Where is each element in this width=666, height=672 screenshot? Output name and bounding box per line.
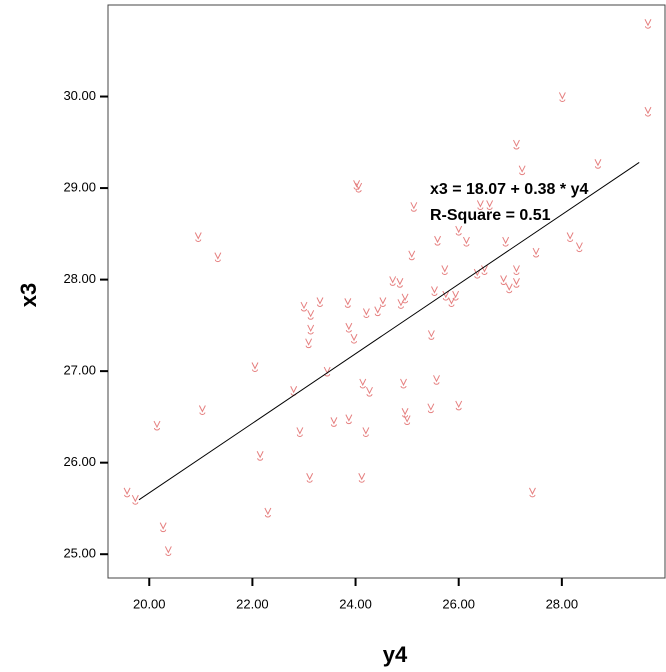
y-tick-label: 26.00 [63,454,96,469]
point [566,232,574,242]
point [529,487,536,498]
point [410,202,418,212]
point [403,415,411,426]
point [397,299,405,309]
r-square: R-Square = 0.51 [430,207,551,224]
point [433,375,440,385]
x-tick-label: 26.00 [442,596,475,611]
point [131,494,139,505]
point [532,247,540,258]
point [441,265,449,275]
point [455,225,463,236]
point [513,139,520,150]
point [330,417,338,427]
x-axis-label: y4 [383,642,408,667]
x-tick-label: 20.00 [133,596,166,611]
point [427,403,435,414]
point [355,182,363,193]
point [452,290,460,301]
point [427,330,435,340]
x-tick-label: 22.00 [236,596,269,611]
point [462,236,470,247]
point [359,378,367,389]
point [194,232,202,242]
point [502,236,510,247]
point [214,252,222,263]
point [164,546,172,556]
point [296,427,304,437]
point [558,92,566,102]
y-tick-label: 29.00 [63,180,96,195]
y-tick-label: 30.00 [63,88,96,103]
point [256,451,264,461]
point [518,165,526,176]
point [345,414,353,425]
point [644,18,652,29]
point [123,487,131,498]
point [345,322,353,333]
point [358,473,366,483]
point [500,275,508,286]
point [159,522,167,533]
x-tick-label: 28.00 [546,596,579,611]
plot-frame [107,4,666,579]
point [408,250,416,261]
point [389,276,397,286]
point [264,507,272,518]
y-tick-label: 25.00 [63,546,96,561]
point [307,324,315,335]
point [300,301,308,312]
point [153,420,161,431]
point [575,242,583,253]
point [455,400,463,411]
point [486,200,494,210]
point [305,338,313,349]
point [350,333,358,344]
point [481,265,488,275]
point [362,308,370,318]
point [401,293,409,304]
point [434,235,442,246]
point [513,265,520,275]
point [644,106,652,117]
point [374,306,382,317]
x-tick-label: 24.00 [339,596,372,611]
point [476,200,484,210]
equation: x3 = 18.07 + 0.38 * y4 [430,181,588,198]
point [400,378,407,389]
point [198,405,206,415]
point [307,310,315,320]
y-tick-label: 28.00 [63,271,96,286]
point [442,290,450,301]
point [401,408,409,418]
point [513,278,520,288]
point [379,297,387,307]
point [366,386,373,397]
point [362,427,370,437]
point [251,362,259,372]
point [306,473,314,483]
point [316,297,324,307]
y-axis-label: x3 [16,283,41,307]
point [396,278,404,288]
point [505,283,513,294]
fit-line [138,162,640,501]
point [594,159,602,169]
point [473,268,481,279]
point [431,286,438,296]
y-tick-label: 27.00 [63,363,96,378]
point [344,298,352,308]
